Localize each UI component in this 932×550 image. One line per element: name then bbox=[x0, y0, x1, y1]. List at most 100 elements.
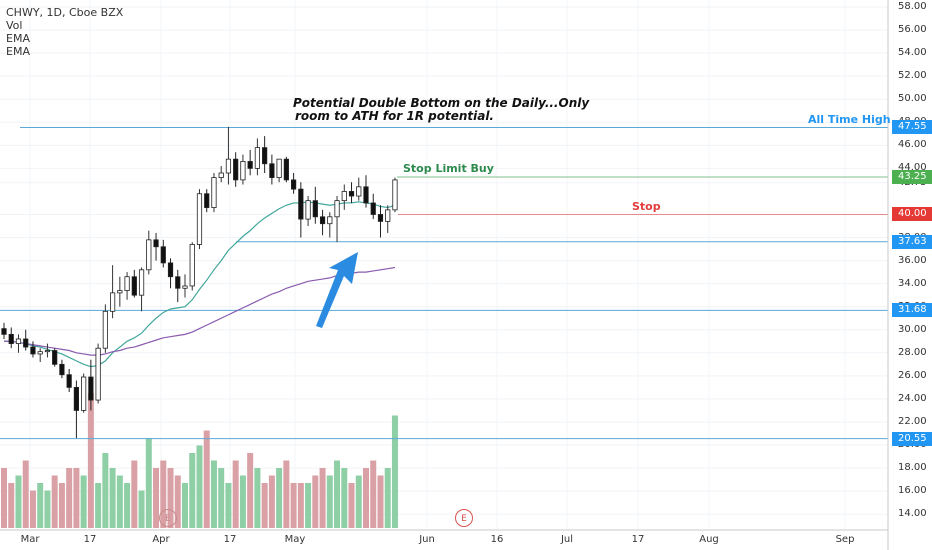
ema-slow-line bbox=[4, 266, 396, 356]
volume-bar bbox=[167, 468, 174, 528]
volume-bar bbox=[218, 468, 225, 528]
y-tick-label: 46.00 bbox=[898, 139, 927, 151]
candle-body bbox=[23, 338, 29, 348]
candle-body bbox=[276, 158, 282, 178]
chart-annotation[interactable]: Potential Double Bottom on the Daily...O… bbox=[293, 97, 613, 123]
y-tick-label: 24.00 bbox=[898, 392, 927, 404]
legend-ema-2[interactable]: EMA bbox=[6, 45, 30, 58]
level-label[interactable]: Stop Limit Buy bbox=[403, 162, 494, 176]
volume-bar bbox=[210, 460, 217, 528]
candle-body bbox=[81, 376, 87, 411]
x-tick-label: 17 bbox=[631, 534, 645, 545]
volume-bar bbox=[109, 468, 116, 528]
earnings-marker[interactable]: E bbox=[455, 509, 473, 527]
candle-body bbox=[196, 193, 203, 245]
x-tick-label: Apr bbox=[152, 534, 170, 545]
candle-body bbox=[110, 292, 116, 312]
level-label[interactable]: All Time High bbox=[808, 113, 891, 127]
x-tick-label: May bbox=[284, 534, 306, 545]
candle-body bbox=[370, 202, 376, 215]
y-tick-label: 28.00 bbox=[898, 346, 927, 358]
y-tick-label: 44.00 bbox=[898, 162, 927, 174]
candle-body bbox=[341, 191, 347, 202]
y-tick-label: 52.00 bbox=[898, 70, 927, 82]
candle-body bbox=[269, 163, 275, 178]
volume-bar bbox=[203, 430, 210, 528]
y-tick-label: 54.00 bbox=[898, 47, 927, 59]
volume-bar bbox=[247, 453, 254, 528]
volume-bar bbox=[131, 460, 138, 528]
candle-body bbox=[52, 350, 58, 365]
volume-bar bbox=[182, 483, 188, 528]
earnings-marker[interactable]: E bbox=[159, 509, 177, 527]
volume-bar bbox=[87, 393, 94, 528]
y-tick-label: 26.00 bbox=[898, 369, 927, 381]
candle-body bbox=[218, 172, 224, 178]
candle-body bbox=[167, 262, 174, 278]
candle-body bbox=[102, 310, 108, 349]
volume-bar bbox=[15, 475, 22, 528]
volume-bar bbox=[384, 468, 391, 528]
volume-bar bbox=[37, 483, 44, 528]
y-tick-label: 50.00 bbox=[898, 93, 927, 105]
candle-body bbox=[131, 276, 137, 296]
y-tick-label: 14.00 bbox=[898, 508, 927, 520]
candle-body bbox=[262, 147, 268, 165]
x-tick-label: 16 bbox=[490, 534, 504, 545]
candlesticks bbox=[1, 126, 398, 439]
y-tick-label: 58.00 bbox=[898, 1, 927, 12]
volume-bar bbox=[58, 483, 65, 528]
arrow-annotation bbox=[316, 252, 358, 328]
volume-bar bbox=[261, 483, 268, 528]
x-tick-label: Mar bbox=[20, 534, 40, 545]
candle-body bbox=[348, 191, 355, 197]
candle-body bbox=[247, 161, 253, 169]
legend-volume[interactable]: Vol bbox=[6, 19, 23, 32]
volume-bar bbox=[305, 483, 312, 528]
ema-fast-line bbox=[4, 201, 396, 368]
volume-bar bbox=[189, 453, 196, 528]
x-tick-label: Jun bbox=[419, 534, 435, 545]
x-tick-label: 17 bbox=[83, 534, 97, 545]
x-tick-label: Aug bbox=[699, 534, 719, 545]
legend-symbol[interactable]: CHWY, 1D, Cboe BZX bbox=[6, 6, 124, 19]
candle-body bbox=[189, 244, 195, 287]
level-label[interactable]: Stop bbox=[632, 200, 661, 214]
y-tick-label: 30.00 bbox=[898, 323, 927, 335]
volume-bar bbox=[1, 468, 7, 528]
ema-lines bbox=[4, 201, 396, 368]
y-tick-label: 34.00 bbox=[898, 277, 927, 289]
candle-body bbox=[305, 200, 311, 220]
annotation-line-1: Potential Double Bottom on the Daily...O… bbox=[293, 96, 590, 110]
candle-body bbox=[290, 179, 297, 190]
x-tick-label: Jul bbox=[560, 534, 574, 545]
chart-legend: CHWY, 1D, Cboe BZX Vol EMA EMA bbox=[6, 6, 123, 58]
legend-ema-1[interactable]: EMA bbox=[6, 32, 30, 45]
price-tag: 47.55 bbox=[892, 120, 932, 135]
volume-bar bbox=[370, 460, 377, 528]
volume-bar bbox=[124, 483, 131, 528]
volume-bar bbox=[341, 468, 348, 528]
candle-body bbox=[117, 290, 123, 294]
volume-bar bbox=[80, 475, 87, 528]
candle-body bbox=[175, 276, 181, 289]
candle-body bbox=[160, 246, 166, 264]
candle-body bbox=[298, 188, 304, 220]
volume-bar bbox=[319, 468, 326, 528]
volume-bar bbox=[377, 475, 384, 528]
volume-bars bbox=[1, 393, 398, 528]
price-tag: 37.63 bbox=[892, 234, 932, 249]
volume-bar bbox=[8, 483, 15, 528]
volume-bar bbox=[153, 468, 160, 528]
volume-bar bbox=[138, 490, 145, 528]
volume-bar bbox=[391, 415, 398, 528]
y-tick-label: 22.00 bbox=[898, 415, 927, 427]
volume-bar bbox=[348, 483, 355, 528]
candle-body bbox=[312, 200, 318, 218]
volume-bar bbox=[95, 483, 102, 528]
volume-bar bbox=[196, 445, 203, 528]
volume-bar bbox=[116, 475, 123, 528]
candle-body bbox=[124, 276, 130, 291]
volume-bar bbox=[268, 475, 275, 528]
